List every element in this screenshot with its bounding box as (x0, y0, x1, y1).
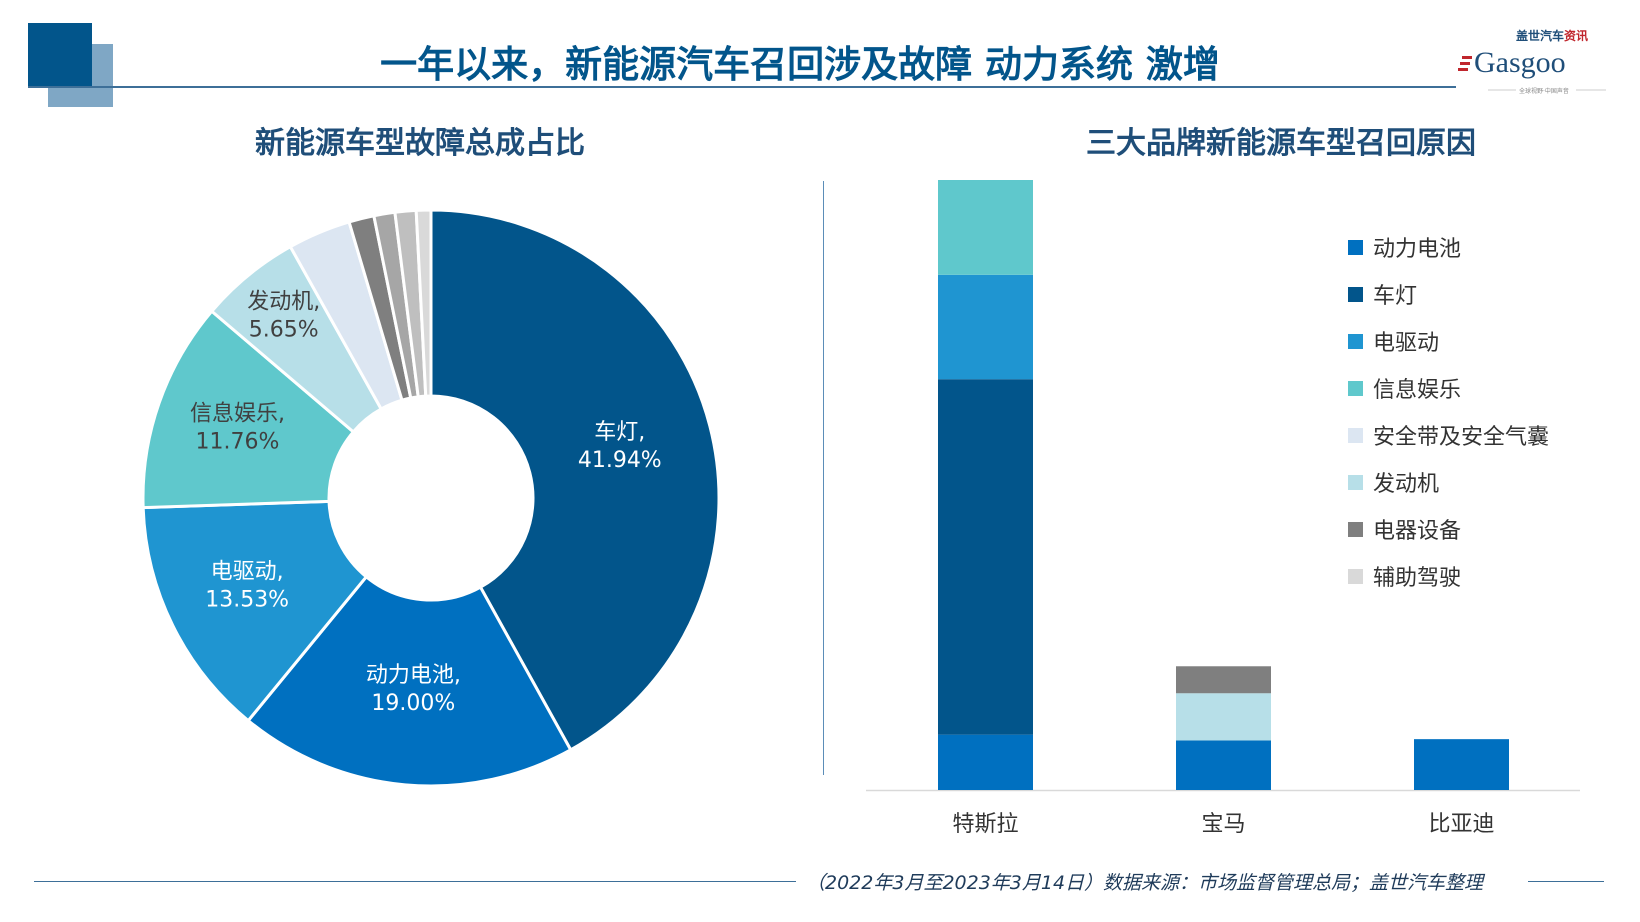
x-tick-label: 宝马 (1201, 812, 1246, 837)
bar-segment (938, 180, 1033, 275)
bar-segment (1176, 740, 1271, 790)
legend-swatch (1348, 427, 1363, 443)
legend-swatch (1348, 333, 1363, 349)
legend-label: 发动机 (1373, 472, 1440, 497)
pie-label: 动力电池, (366, 663, 461, 688)
pie-label: 车灯, (594, 420, 645, 445)
pie-slice (429, 208, 721, 752)
legend-label: 动力电池 (1373, 237, 1462, 262)
svg-text:Gasgoo: Gasgoo (1474, 46, 1566, 79)
footer-source: （2022年3月至2023年3月14日）数据来源：市场监督管理总局；盖世汽车整理 (806, 872, 1484, 894)
legend-item: 电器设备 (1348, 516, 1462, 544)
legend-item: 辅助驾驶 (1348, 563, 1462, 591)
legend-item: 动力电池 (1348, 234, 1462, 262)
x-tick-label: 特斯拉 (952, 812, 1019, 837)
legend-label: 信息娱乐 (1373, 378, 1462, 403)
stacked-bar-chart (866, 180, 1580, 792)
legend-swatch (1348, 380, 1363, 396)
legend-label: 安全带及安全气囊 (1373, 425, 1550, 450)
pie-slice (246, 574, 573, 788)
bar-segment (938, 379, 1033, 735)
pie-label: 电驱动, (211, 560, 284, 585)
legend-label: 电器设备 (1373, 519, 1462, 544)
x-tick-label: 比亚迪 (1428, 812, 1495, 837)
legend-item: 信息娱乐 (1348, 375, 1462, 403)
legend-label: 辅助驾驶 (1373, 566, 1462, 591)
bar-chart-title: 三大品牌新能源车型召回原因 (1086, 126, 1476, 161)
svg-text:盖世汽车资讯: 盖世汽车资讯 (1516, 28, 1588, 43)
donut-chart: 车灯, 41.94% 动力电池, 19.00% 电驱动, 13.53% 信息娱乐, 11.76… (141, 208, 721, 788)
footer-line-left (34, 881, 796, 882)
legend-swatch (1348, 474, 1363, 490)
legend-swatch (1348, 286, 1363, 302)
legend-swatch (1348, 521, 1363, 537)
title-underline (28, 86, 1456, 88)
footer-line-right (1528, 881, 1604, 882)
bar-segment (938, 274, 1033, 380)
pie-percent: 11.76% (196, 429, 280, 454)
bar-segment (1176, 666, 1271, 694)
pie-slice (141, 499, 369, 723)
bar-segment (1414, 739, 1509, 790)
pie-percent: 5.65% (249, 318, 319, 343)
legend-item: 安全带及安全气囊 (1348, 422, 1550, 450)
header-decoration-dark (28, 23, 92, 86)
page-title: 一年以来，新能源汽车召回涉及故障 动力系统 激增 (380, 43, 1220, 86)
legend-swatch (1348, 568, 1363, 584)
svg-text:全球视野·中国声音: 全球视野·中国声音 (1519, 87, 1569, 95)
legend-item: 电驱动 (1348, 328, 1440, 356)
pie-chart-title: 新能源车型故障总成占比 (255, 126, 585, 161)
chart-divider (823, 181, 824, 775)
legend-item: 车灯 (1348, 281, 1418, 309)
pie-slice (414, 208, 433, 398)
pie-percent: 41.94% (578, 448, 662, 473)
pie-label: 发动机, (247, 290, 320, 315)
bar-segment (1176, 693, 1271, 741)
pie-percent: 13.53% (205, 588, 289, 613)
pie-label: 信息娱乐, (190, 401, 285, 426)
legend-item: 发动机 (1348, 469, 1440, 497)
legend-label: 车灯 (1373, 284, 1418, 309)
pie-percent: 19.00% (371, 691, 455, 716)
legend-swatch (1348, 239, 1363, 255)
legend-label: 电驱动 (1373, 331, 1440, 356)
bar-segment (938, 734, 1033, 790)
pie-slice (141, 309, 356, 510)
gasgoo-logo: 盖世汽车资讯 Gasgoo 全球视野·中国声音 (1458, 28, 1606, 95)
